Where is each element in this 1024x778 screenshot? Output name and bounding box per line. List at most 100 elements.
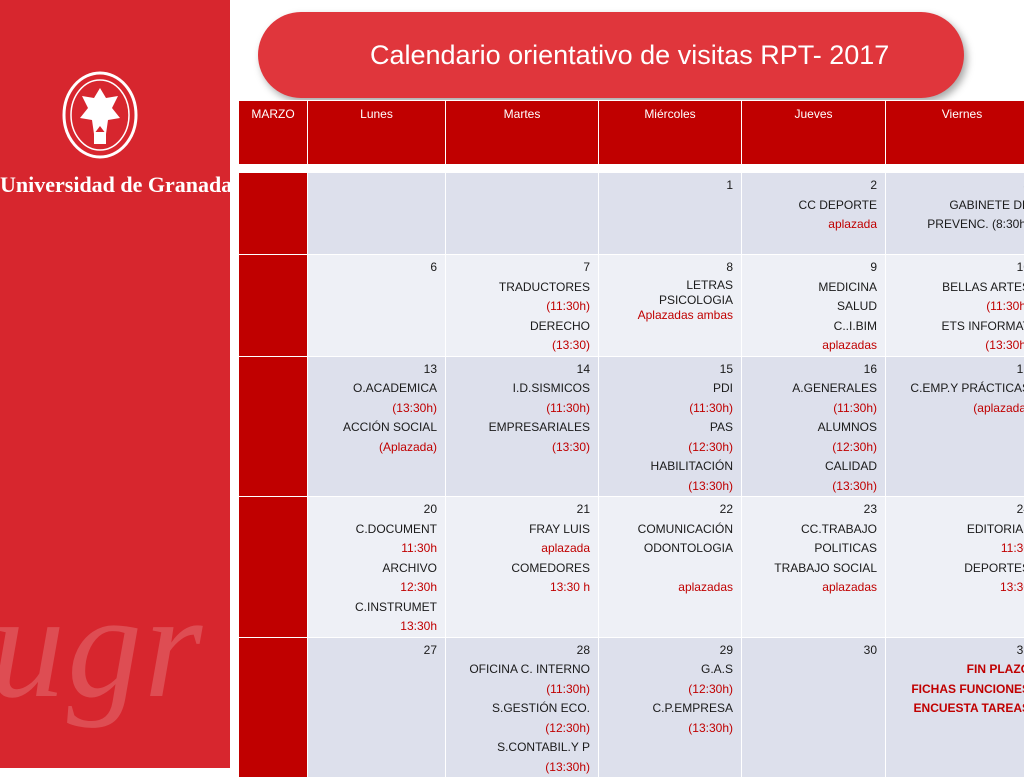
separator-cell: [239, 165, 1024, 173]
visit-entry: MEDICINA: [746, 278, 877, 298]
day-number: 31: [890, 641, 1024, 661]
day-number: 1: [603, 176, 733, 196]
visit-entry: S.GESTIÓN ECO.: [450, 699, 590, 719]
column-header-monday: Lunes: [308, 101, 446, 165]
visit-entry: TRABAJO SOCIAL: [746, 559, 877, 579]
day-number: 10: [890, 258, 1024, 278]
visit-entry: (13:30h): [603, 477, 733, 497]
visit-entry: DERECHO: [450, 317, 590, 337]
week-marker-cell: [239, 497, 308, 638]
visit-entry: 13:30 h: [450, 578, 590, 598]
visit-entry: PAS: [603, 418, 733, 438]
visit-entry: EDITORIAL: [890, 520, 1024, 540]
day-cell-friday: 17C.EMP.Y PRÁCTICAS(aplazada): [886, 356, 1024, 497]
visit-entry: COMUNICACIÓN: [603, 520, 733, 540]
column-header-tuesday: Martes: [446, 101, 599, 165]
day-number: 22: [603, 500, 733, 520]
visit-entry: C.INSTRUMET: [312, 598, 437, 618]
day-cell-tuesday: [446, 173, 599, 255]
day-number: 24: [890, 500, 1024, 520]
day-cell-thursday: 30: [742, 637, 886, 778]
visit-entry: aplazada: [450, 539, 590, 559]
visit-entry: (11:30h): [603, 399, 733, 419]
visit-entry: CC.TRABAJO: [746, 520, 877, 540]
visit-entry: ACCIÓN SOCIAL: [312, 418, 437, 438]
visit-entry: PREVENC. (8:30h): [890, 215, 1024, 235]
day-number: 23: [746, 500, 877, 520]
day-number: 29: [603, 641, 733, 661]
day-number: 15: [603, 360, 733, 380]
visit-entry: ODONTOLOGIA: [603, 539, 733, 559]
day-number: 16: [746, 360, 877, 380]
visit-entry: DEPORTES: [890, 559, 1024, 579]
visit-entry: TRADUCTORES: [450, 278, 590, 298]
visit-entry: (13:30h): [746, 477, 877, 497]
visit-entry: (11:30h): [746, 399, 877, 419]
day-number: 20: [312, 500, 437, 520]
visit-entry: (12:30h): [603, 680, 733, 700]
visit-entry: PDI: [603, 379, 733, 399]
visit-entry: BELLAS ARTES: [890, 278, 1024, 298]
visit-entry: O.ACADEMICA: [312, 379, 437, 399]
visit-entry: (11:30h): [890, 297, 1024, 317]
week-marker-cell: [239, 637, 308, 778]
visit-entry: (11:30h): [450, 399, 590, 419]
visit-entry: 12:30h: [312, 578, 437, 598]
week-marker-cell: [239, 255, 308, 357]
visit-entry: FRAY LUIS: [450, 520, 590, 540]
visit-entry: CALIDAD: [746, 457, 877, 477]
visit-entry: ARCHIVO: [312, 559, 437, 579]
week-marker-cell: [239, 173, 308, 255]
visit-entry: (Aplazada): [312, 438, 437, 458]
visit-entry: C.P.EMPRESA: [603, 699, 733, 719]
visit-entry: OFICINA C. INTERNO: [450, 660, 590, 680]
visit-entry: aplazada: [746, 215, 877, 235]
visit-entry: 11:30h: [312, 539, 437, 559]
visit-entry: (13:30h): [890, 336, 1024, 356]
day-number: 27: [312, 641, 437, 661]
visit-entry: (12:30h): [603, 438, 733, 458]
day-number: 3: [890, 176, 1024, 196]
visit-entry: aplazadas: [746, 336, 877, 356]
university-seal-icon: [60, 70, 140, 160]
visit-entry: (12:30h): [746, 438, 877, 458]
visit-entry: (11:30h): [450, 297, 590, 317]
page-title: Calendario orientativo de visitas RPT- 2…: [370, 40, 889, 71]
visit-entry: Aplazadas ambas: [603, 308, 733, 323]
visit-entry: 13:30h: [312, 617, 437, 637]
visit-entry: I.D.SISMICOS: [450, 379, 590, 399]
visit-entry: POLITICAS: [746, 539, 877, 559]
day-number: 6: [312, 258, 437, 278]
day-cell-monday: 27: [308, 637, 446, 778]
visit-entry: ETS INFORMAT: [890, 317, 1024, 337]
day-number: 30: [746, 641, 877, 661]
visit-entry: PSICOLOGIA: [603, 293, 733, 308]
visit-entry: C.EMP.Y PRÁCTICAS: [890, 379, 1024, 399]
day-number: 21: [450, 500, 590, 520]
visit-entry: (13:30h): [312, 399, 437, 419]
week-marker-cell: [239, 356, 308, 497]
visit-entry: C.DOCUMENT: [312, 520, 437, 540]
visit-entry: FIN PLAZO: [890, 660, 1024, 680]
column-header-friday: Viernes: [886, 101, 1024, 165]
visit-entry: HABILITACIÓN: [603, 457, 733, 477]
day-number: 9: [746, 258, 877, 278]
visit-entry: COMEDORES: [450, 559, 590, 579]
visit-entry: (13:30): [450, 438, 590, 458]
visit-entry: C..I.BIM: [746, 317, 877, 337]
